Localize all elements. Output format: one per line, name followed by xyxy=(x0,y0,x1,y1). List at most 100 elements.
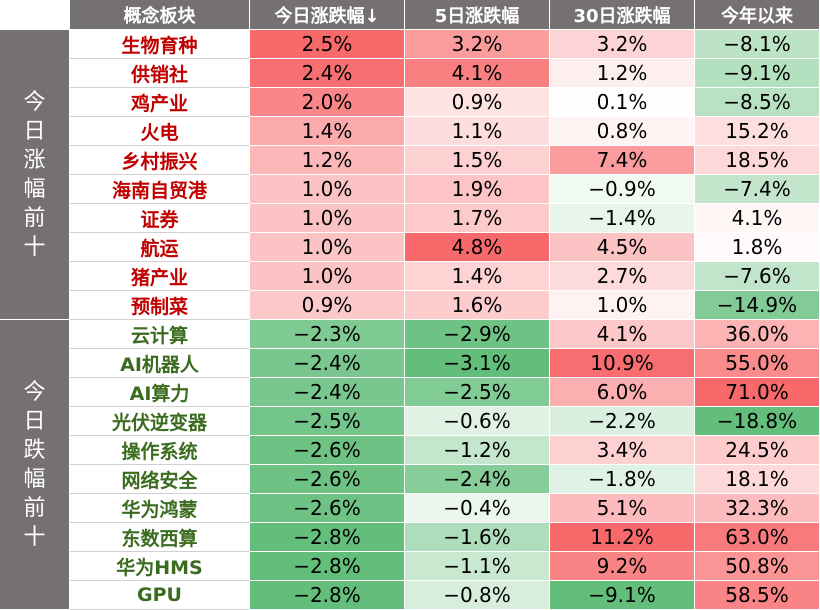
value-cell: 1.2% xyxy=(550,59,695,88)
sector-name: 东数西算 xyxy=(70,523,250,552)
value-cell: −2.8% xyxy=(250,581,405,610)
value-cell: −0.8% xyxy=(405,581,550,610)
sector-name: 光伏逆变器 xyxy=(70,407,250,436)
value-cell: 1.0% xyxy=(550,291,695,320)
value-cell: 1.5% xyxy=(405,146,550,175)
value-cell: 2.5% xyxy=(250,30,405,59)
sector-name: 证券 xyxy=(70,204,250,233)
value-cell: −0.9% xyxy=(550,175,695,204)
sector-name: 火电 xyxy=(70,117,250,146)
value-cell: 3.2% xyxy=(550,30,695,59)
value-cell: 1.8% xyxy=(695,233,820,262)
header-corner xyxy=(0,0,70,30)
value-cell: −2.2% xyxy=(550,407,695,436)
value-cell: −7.4% xyxy=(695,175,820,204)
value-cell: 4.1% xyxy=(405,59,550,88)
value-cell: −8.1% xyxy=(695,30,820,59)
column-header: 5日涨跌幅 xyxy=(405,0,550,30)
sector-name: 预制菜 xyxy=(70,291,250,320)
value-cell: −2.4% xyxy=(250,349,405,378)
value-cell: 58.5% xyxy=(695,581,820,610)
value-cell: −2.6% xyxy=(250,465,405,494)
value-cell: 50.8% xyxy=(695,552,820,581)
group-label-char: 今 xyxy=(23,379,46,405)
value-cell: 4.8% xyxy=(405,233,550,262)
value-cell: −2.4% xyxy=(250,378,405,407)
value-cell: −18.8% xyxy=(695,407,820,436)
column-header: 今年以来 xyxy=(695,0,820,30)
group-label: 今日涨幅前十 xyxy=(0,30,70,320)
group-label-char: 今 xyxy=(23,89,46,115)
sector-name: 供销社 xyxy=(70,59,250,88)
sector-name: GPU xyxy=(70,581,250,610)
value-cell: 1.0% xyxy=(250,262,405,291)
value-cell: −0.4% xyxy=(405,494,550,523)
value-cell: 3.4% xyxy=(550,436,695,465)
sector-name: 云计算 xyxy=(70,320,250,349)
value-cell: 1.2% xyxy=(250,146,405,175)
sector-name: 华为HMS xyxy=(70,552,250,581)
value-cell: −3.1% xyxy=(405,349,550,378)
value-cell: 0.1% xyxy=(550,88,695,117)
value-cell: 36.0% xyxy=(695,320,820,349)
value-cell: 24.5% xyxy=(695,436,820,465)
sector-name: AI算力 xyxy=(70,378,250,407)
value-cell: −2.8% xyxy=(250,523,405,552)
value-cell: 4.5% xyxy=(550,233,695,262)
value-cell: −2.9% xyxy=(405,320,550,349)
value-cell: 0.8% xyxy=(550,117,695,146)
value-cell: 4.1% xyxy=(695,204,820,233)
value-cell: −2.4% xyxy=(405,465,550,494)
value-cell: 6.0% xyxy=(550,378,695,407)
value-cell: −2.6% xyxy=(250,436,405,465)
value-cell: 9.2% xyxy=(550,552,695,581)
value-cell: −9.1% xyxy=(550,581,695,610)
group-label-char: 幅 xyxy=(23,176,46,202)
column-header: 概念板块 xyxy=(70,0,250,30)
value-cell: 71.0% xyxy=(695,378,820,407)
group-label-char: 十 xyxy=(23,234,46,260)
sector-name: AI机器人 xyxy=(70,349,250,378)
value-cell: −2.3% xyxy=(250,320,405,349)
group-label-char: 前 xyxy=(23,205,46,231)
value-cell: 10.9% xyxy=(550,349,695,378)
value-cell: −8.5% xyxy=(695,88,820,117)
group-label-char: 幅 xyxy=(23,466,46,492)
value-cell: 18.5% xyxy=(695,146,820,175)
value-cell: −2.6% xyxy=(250,494,405,523)
value-cell: −1.8% xyxy=(550,465,695,494)
value-cell: 18.1% xyxy=(695,465,820,494)
value-cell: −1.4% xyxy=(550,204,695,233)
column-header: 30日涨跌幅 xyxy=(550,0,695,30)
sector-name: 操作系统 xyxy=(70,436,250,465)
sector-name: 海南自贸港 xyxy=(70,175,250,204)
value-cell: 1.9% xyxy=(405,175,550,204)
value-cell: 3.2% xyxy=(405,30,550,59)
sector-name: 网络安全 xyxy=(70,465,250,494)
value-cell: 1.0% xyxy=(250,204,405,233)
value-cell: 1.0% xyxy=(250,175,405,204)
value-cell: 63.0% xyxy=(695,523,820,552)
value-cell: −14.9% xyxy=(695,291,820,320)
value-cell: 2.4% xyxy=(250,59,405,88)
value-cell: −7.6% xyxy=(695,262,820,291)
value-cell: 4.1% xyxy=(550,320,695,349)
value-cell: 55.0% xyxy=(695,349,820,378)
value-cell: 32.3% xyxy=(695,494,820,523)
value-cell: −2.5% xyxy=(250,407,405,436)
value-cell: 1.4% xyxy=(250,117,405,146)
value-cell: 1.6% xyxy=(405,291,550,320)
value-cell: −2.5% xyxy=(405,378,550,407)
group-label-char: 日 xyxy=(23,118,46,144)
value-cell: 5.1% xyxy=(550,494,695,523)
column-header: 今日涨跌幅↓ xyxy=(250,0,405,30)
sector-name: 乡村振兴 xyxy=(70,146,250,175)
group-label-char: 日 xyxy=(23,408,46,434)
value-cell: −2.8% xyxy=(250,552,405,581)
value-cell: 1.4% xyxy=(405,262,550,291)
value-cell: −9.1% xyxy=(695,59,820,88)
value-cell: 1.0% xyxy=(250,233,405,262)
sector-name: 生物育种 xyxy=(70,30,250,59)
sector-name: 猪产业 xyxy=(70,262,250,291)
sector-name: 华为鸿蒙 xyxy=(70,494,250,523)
